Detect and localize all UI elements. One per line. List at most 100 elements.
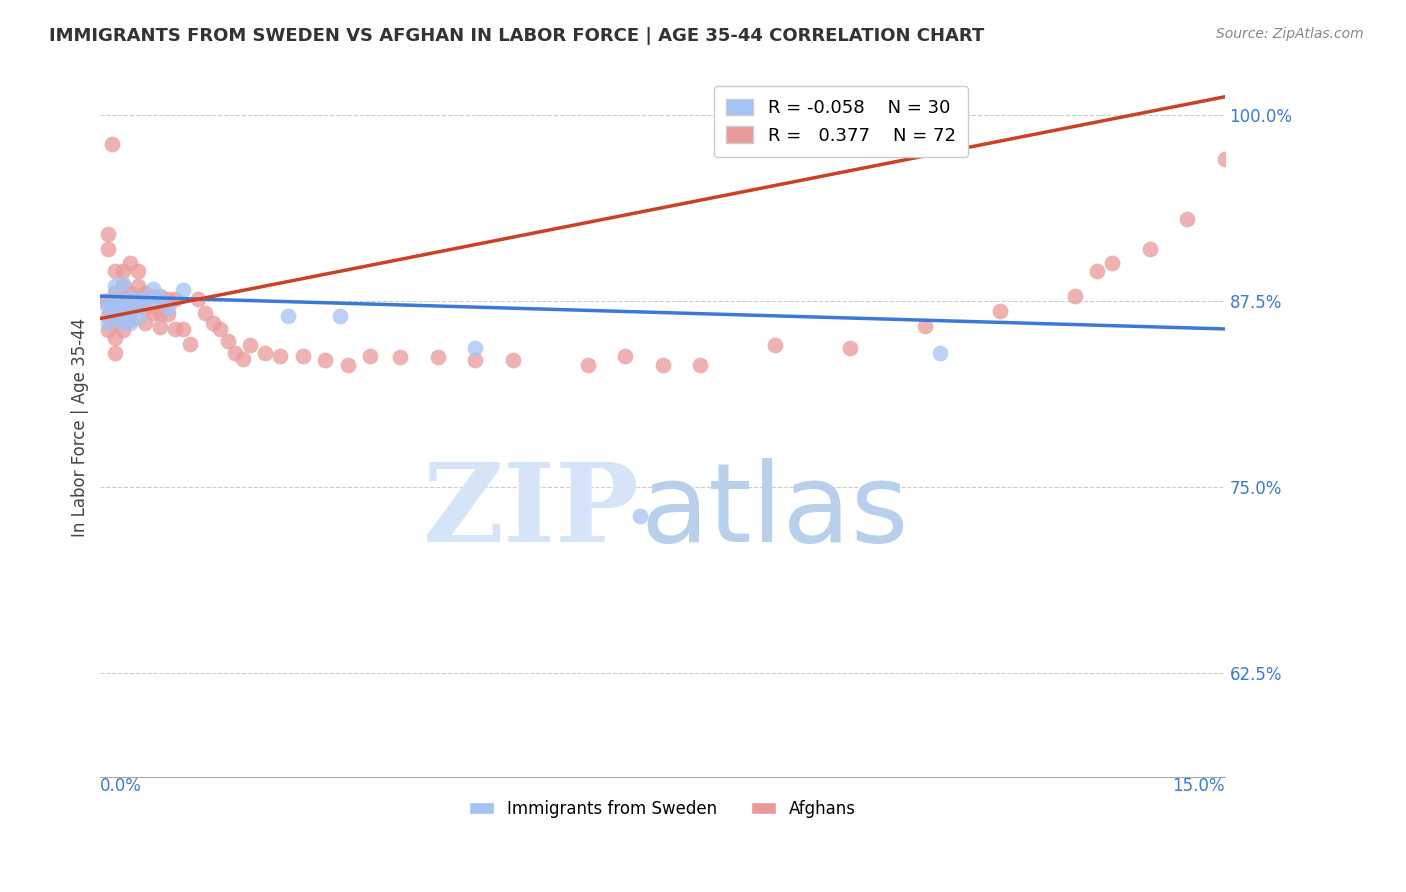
Point bbox=[97, 309, 120, 323]
Point bbox=[628, 509, 651, 524]
Point bbox=[217, 334, 239, 348]
Text: 15.0%: 15.0% bbox=[1173, 777, 1225, 795]
Point bbox=[134, 301, 156, 315]
Point bbox=[104, 316, 127, 330]
Point bbox=[120, 256, 142, 270]
Point bbox=[172, 283, 194, 297]
Point bbox=[120, 293, 142, 308]
Point bbox=[142, 282, 165, 296]
Point bbox=[111, 293, 134, 308]
Point bbox=[111, 293, 134, 308]
Point bbox=[104, 331, 127, 345]
Point bbox=[111, 309, 134, 323]
Point bbox=[576, 358, 599, 372]
Point bbox=[502, 353, 524, 368]
Point bbox=[104, 293, 127, 308]
Point bbox=[201, 316, 224, 330]
Point bbox=[389, 350, 412, 364]
Point bbox=[111, 264, 134, 278]
Point bbox=[224, 345, 246, 359]
Text: 0.0%: 0.0% bbox=[100, 777, 142, 795]
Point bbox=[254, 345, 277, 359]
Point bbox=[97, 293, 120, 308]
Point bbox=[232, 351, 254, 366]
Point bbox=[156, 292, 179, 306]
Point bbox=[134, 286, 156, 301]
Point bbox=[111, 301, 134, 315]
Point bbox=[464, 341, 486, 355]
Point bbox=[104, 309, 127, 323]
Point bbox=[689, 358, 711, 372]
Point bbox=[97, 301, 120, 315]
Point bbox=[142, 305, 165, 319]
Point bbox=[104, 264, 127, 278]
Point bbox=[314, 353, 336, 368]
Point bbox=[988, 304, 1011, 318]
Point bbox=[111, 278, 134, 293]
Point bbox=[111, 316, 134, 330]
Point bbox=[763, 338, 786, 352]
Point bbox=[1085, 264, 1108, 278]
Text: Source: ZipAtlas.com: Source: ZipAtlas.com bbox=[1216, 27, 1364, 41]
Point bbox=[104, 293, 127, 308]
Point bbox=[149, 305, 172, 319]
Point bbox=[111, 309, 134, 323]
Point bbox=[156, 301, 179, 315]
Point bbox=[142, 289, 165, 303]
Point bbox=[104, 278, 127, 293]
Point bbox=[120, 292, 142, 306]
Point bbox=[97, 242, 120, 256]
Point bbox=[97, 316, 120, 330]
Point bbox=[269, 349, 291, 363]
Legend: Immigrants from Sweden, Afghans: Immigrants from Sweden, Afghans bbox=[463, 793, 863, 824]
Point bbox=[291, 349, 314, 363]
Point bbox=[165, 292, 187, 306]
Point bbox=[239, 338, 262, 352]
Point bbox=[187, 292, 209, 306]
Point bbox=[149, 291, 172, 305]
Point bbox=[614, 349, 637, 363]
Point bbox=[134, 292, 156, 306]
Point bbox=[149, 320, 172, 334]
Point bbox=[100, 137, 122, 152]
Point bbox=[97, 323, 120, 337]
Point bbox=[120, 286, 142, 301]
Point bbox=[928, 345, 950, 359]
Text: atlas: atlas bbox=[640, 458, 908, 565]
Point bbox=[914, 318, 936, 333]
Point bbox=[149, 289, 172, 303]
Point bbox=[120, 301, 142, 315]
Point bbox=[156, 307, 179, 321]
Point bbox=[209, 322, 232, 336]
Point bbox=[172, 322, 194, 336]
Text: ZIP: ZIP bbox=[423, 458, 640, 565]
Point bbox=[93, 293, 115, 308]
Point bbox=[277, 309, 299, 323]
Point bbox=[179, 336, 201, 351]
Point bbox=[142, 293, 165, 308]
Point bbox=[127, 292, 149, 306]
Point bbox=[329, 309, 352, 323]
Point bbox=[127, 301, 149, 315]
Point bbox=[111, 323, 134, 337]
Point bbox=[127, 264, 149, 278]
Point bbox=[120, 313, 142, 327]
Point bbox=[165, 322, 187, 336]
Point bbox=[97, 293, 120, 308]
Point bbox=[1063, 289, 1085, 303]
Point bbox=[104, 301, 127, 315]
Point bbox=[336, 358, 359, 372]
Point bbox=[120, 301, 142, 315]
Point bbox=[839, 341, 862, 355]
Point bbox=[134, 316, 156, 330]
Point bbox=[1213, 153, 1236, 167]
Point bbox=[120, 316, 142, 330]
Point bbox=[359, 349, 381, 363]
Point bbox=[97, 227, 120, 241]
Text: IMMIGRANTS FROM SWEDEN VS AFGHAN IN LABOR FORCE | AGE 35-44 CORRELATION CHART: IMMIGRANTS FROM SWEDEN VS AFGHAN IN LABO… bbox=[49, 27, 984, 45]
Point bbox=[1101, 256, 1123, 270]
Point bbox=[426, 350, 449, 364]
Point bbox=[120, 309, 142, 323]
Point bbox=[111, 277, 134, 292]
Point bbox=[104, 286, 127, 301]
